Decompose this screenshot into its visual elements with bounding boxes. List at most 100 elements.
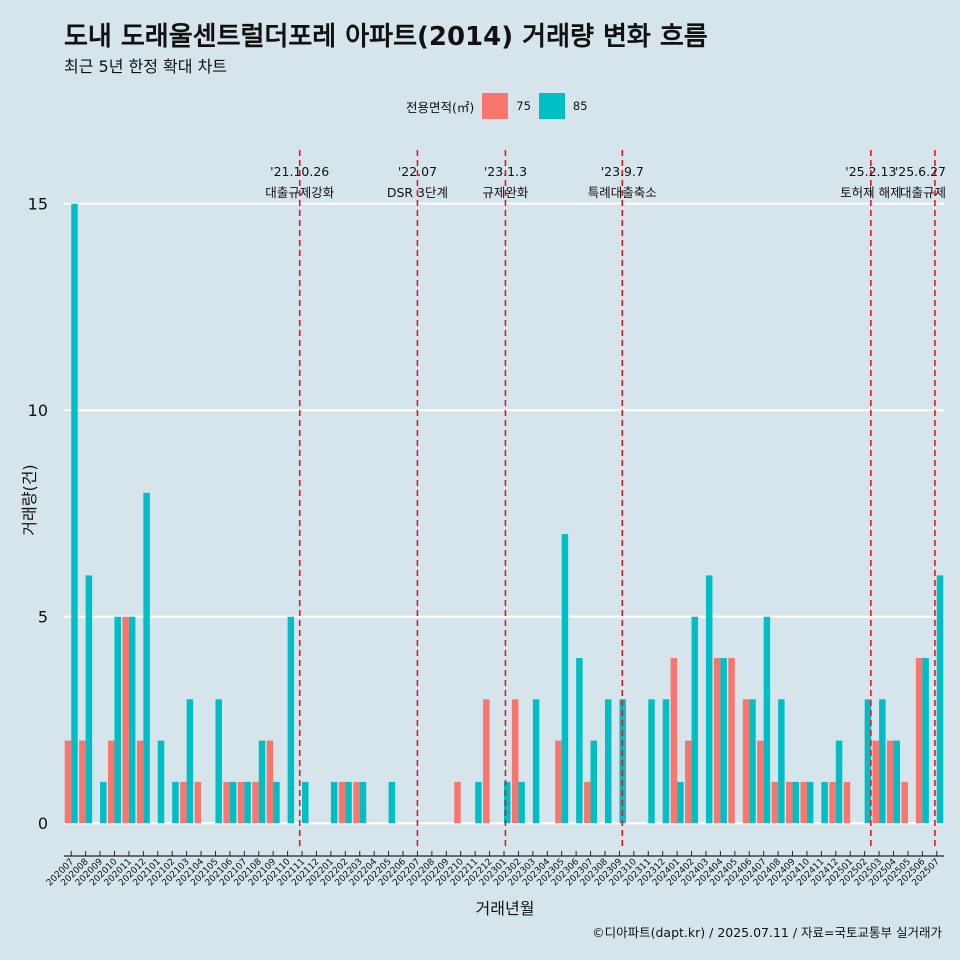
bar-85-202106 xyxy=(229,781,237,824)
bar-85-202011 xyxy=(128,616,136,824)
bar-75-202103 xyxy=(180,781,187,824)
bar-85-202411 xyxy=(821,781,828,824)
bar-85-202111 xyxy=(302,781,309,824)
bar-85-202401 xyxy=(677,781,684,824)
x-axis-label: 거래년월 xyxy=(476,899,535,918)
bar-75-202008 xyxy=(79,740,86,824)
bar-75-202104 xyxy=(194,781,202,824)
bar-75-202409 xyxy=(786,781,793,824)
bar-75-202408 xyxy=(771,781,779,824)
bar-group xyxy=(64,203,944,824)
gridlines xyxy=(64,202,944,825)
y-axis: 0 5 10 15 xyxy=(28,195,48,834)
bar-75-202212 xyxy=(483,699,490,824)
source-caption: ©디아파트(dapt.kr) / 2025.07.11 / 자료=국토교통부 실… xyxy=(592,925,942,940)
bar-85-202201 xyxy=(330,781,338,824)
event-label-5: 대출규제 xyxy=(900,185,946,200)
bar-75-202412 xyxy=(829,781,836,824)
event-date-2: '23.1.3 xyxy=(484,164,527,179)
bar-85-202108 xyxy=(258,740,266,824)
bar-85-202305 xyxy=(561,534,569,824)
bar-75-202011 xyxy=(122,616,129,824)
y-tick-label-0: 0 xyxy=(38,814,48,833)
bar-75-202210 xyxy=(454,781,461,824)
bar-75-202109 xyxy=(266,740,274,824)
bar-85-202402 xyxy=(691,616,699,824)
y-tick-label-10: 10 xyxy=(28,401,48,420)
bar-85-202412 xyxy=(835,740,843,824)
chart-title: 도내 도래울센트럴더포레 아파트(2014) 거래량 변화 흐름 xyxy=(64,22,708,52)
bar-85-202303 xyxy=(532,699,540,824)
bar-75-202501 xyxy=(843,781,851,824)
chart-subtitle: 최근 5년 한정 확대 차트 xyxy=(64,57,228,76)
legend-key-75 xyxy=(482,93,509,119)
bar-85-202101 xyxy=(157,740,165,824)
bar-75-202506 xyxy=(915,658,923,824)
bar-85-202308 xyxy=(604,699,612,824)
event-lines: '21.10.26 대출규제강화 '22.07 DSR 3단계 '23.1.3 규제완화 '… xyxy=(265,150,946,848)
bar-85-202110 xyxy=(287,616,295,824)
legend-title: 전용면적(㎡) xyxy=(406,99,475,115)
bar-85-202205 xyxy=(388,781,396,824)
bar-75-202410 xyxy=(800,781,807,824)
bar-85-202311 xyxy=(648,699,655,824)
bar-75-202302 xyxy=(511,699,519,824)
bar-85-202105 xyxy=(215,699,222,824)
bar-85-202010 xyxy=(114,616,121,824)
bar-75-202203 xyxy=(353,781,360,824)
bar-75-202406 xyxy=(742,699,750,824)
bar-85-202107 xyxy=(244,781,251,824)
bar-85-202406 xyxy=(749,699,756,824)
y-axis-label: 거래량(건) xyxy=(20,464,39,535)
legend-label-85: 85 xyxy=(572,99,588,113)
bar-85-202008 xyxy=(85,575,93,824)
bar-85-202103 xyxy=(186,699,194,824)
bar-75-202401 xyxy=(670,658,678,824)
bar-75-202402 xyxy=(685,740,692,824)
bar-85-202410 xyxy=(806,781,814,824)
bar-85-202312 xyxy=(662,699,670,824)
bar-75-202504 xyxy=(887,740,894,824)
bar-75-202012 xyxy=(136,740,144,824)
bar-75-202007 xyxy=(64,740,72,824)
bar-85-202506 xyxy=(922,658,929,824)
bar-75-202305 xyxy=(555,740,562,824)
bar-75-202107 xyxy=(237,781,245,824)
event-label-3: 특례대출축소 xyxy=(588,185,657,200)
event-date-3: '23.9.7 xyxy=(601,164,644,179)
bar-85-202404 xyxy=(720,658,727,824)
bar-85-202109 xyxy=(273,781,280,824)
bar-75-202405 xyxy=(728,658,735,824)
bar-85-202307 xyxy=(590,740,598,824)
bar-75-202407 xyxy=(757,740,764,824)
bar-85-202202 xyxy=(345,781,352,824)
bar-85-202301 xyxy=(504,781,511,824)
bar-85-202507 xyxy=(936,575,944,824)
y-tick-label-15: 15 xyxy=(28,195,48,214)
bar-75-202307 xyxy=(584,781,591,824)
bar-85-202504 xyxy=(893,740,900,824)
event-date-0: '21.10.26 xyxy=(270,164,329,179)
bar-85-202302 xyxy=(518,781,525,824)
event-label-0: 대출규제강화 xyxy=(265,185,335,200)
event-label-2: 규제완화 xyxy=(482,185,529,200)
bar-85-202211 xyxy=(475,781,482,824)
event-label-1: DSR 3단계 xyxy=(387,185,448,200)
bar-75-202202 xyxy=(338,781,346,824)
bar-75-202404 xyxy=(713,658,721,824)
bar-85-202203 xyxy=(359,781,367,824)
bar-85-202102 xyxy=(172,781,179,824)
bar-85-202408 xyxy=(778,699,785,824)
bar-75-202108 xyxy=(252,781,259,824)
bar-85-202007 xyxy=(71,203,78,824)
legend-label-75: 75 xyxy=(516,99,531,113)
bar-85-202409 xyxy=(792,781,800,824)
event-label-4: 토허제 해제 xyxy=(840,185,901,200)
bar-75-202010 xyxy=(108,740,115,824)
bar-85-202306 xyxy=(576,658,583,824)
legend-key-85 xyxy=(538,93,565,119)
bar-75-202106 xyxy=(223,781,230,824)
bar-75-202505 xyxy=(901,781,908,824)
y-tick-label-5: 5 xyxy=(38,608,48,627)
